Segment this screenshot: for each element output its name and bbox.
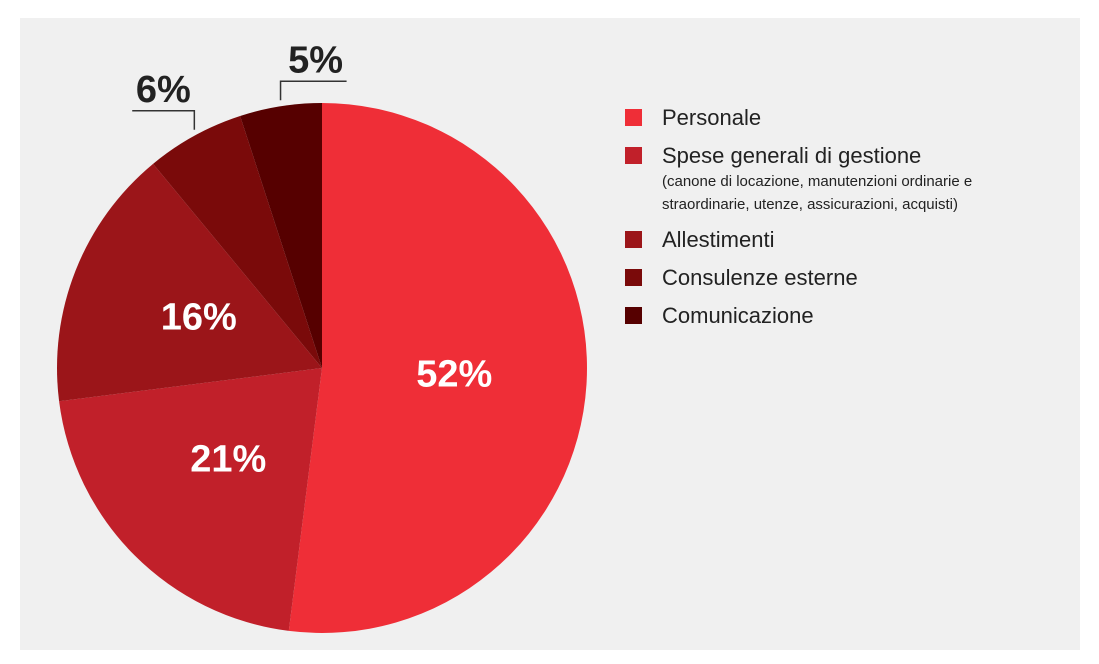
legend-item: Consulenze esterne [625,264,1045,292]
legend-label: Spese generali di gestione [662,143,922,168]
legend-swatch [625,269,642,286]
slice-label: 6% [136,69,191,111]
pie-slice [59,368,323,631]
legend-label: Comunicazione [662,303,814,328]
legend-note: (canone di locazione, manutenzioni ordin… [662,173,973,213]
pie-slice [240,103,322,368]
legend-label: Personale [662,105,762,130]
legend-item: Personale [625,104,1045,132]
leader-line [132,110,196,130]
pie-slice [56,163,322,402]
pie-slice [153,115,322,368]
slice-label: 21% [190,439,266,481]
leader-line [279,80,347,101]
legend-swatch [625,109,642,126]
legend: Personale Spese generali di gestione (cano… [625,104,1045,340]
legend-label: Allestimenti [662,227,775,252]
slice-label: 5% [288,39,343,81]
pie-slice [288,103,587,633]
legend-label: Consulenze esterne [662,265,858,290]
legend-swatch [625,231,642,248]
legend-item: Allestimenti [625,226,1045,254]
slice-label: 52% [416,353,492,395]
legend-item: Spese generali di gestione (canone di loc… [625,142,1045,216]
slice-label: 16% [161,296,237,338]
legend-item: Comunicazione [625,302,1045,330]
legend-swatch [625,147,642,164]
legend-swatch [625,307,642,324]
